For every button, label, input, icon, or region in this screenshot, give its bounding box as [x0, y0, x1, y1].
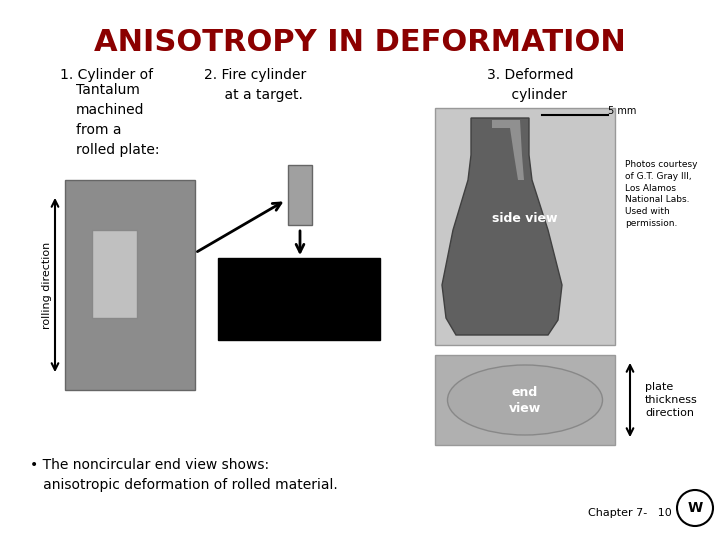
Text: 3. Deformed
    cylinder: 3. Deformed cylinder: [487, 68, 573, 102]
Text: Chapter 7-   10: Chapter 7- 10: [588, 508, 672, 518]
Bar: [435, 355, 615, 445]
Text: W: W: [688, 501, 703, 515]
Text: side view: side view: [492, 212, 558, 225]
Bar: [435, 108, 615, 345]
Polygon shape: [492, 120, 524, 180]
Text: 2. Fire cylinder
    at a target.: 2. Fire cylinder at a target.: [204, 68, 306, 102]
Text: • The noncircular end view shows:
   anisotropic deformation of rolled material.: • The noncircular end view shows: anisot…: [30, 458, 338, 491]
Bar: [218, 258, 380, 340]
Text: rolling direction: rolling direction: [42, 241, 52, 329]
Text: Photos courtesy
of G.T. Gray III,
Los Alamos
National Labs.
Used with
permission: Photos courtesy of G.T. Gray III, Los Al…: [625, 160, 698, 228]
Bar: [288, 165, 312, 225]
Text: 1. Cylinder of: 1. Cylinder of: [60, 68, 153, 82]
Circle shape: [677, 490, 713, 526]
Bar: [92, 230, 137, 318]
Polygon shape: [442, 118, 562, 335]
Ellipse shape: [448, 365, 603, 435]
Text: 5 mm: 5 mm: [608, 106, 636, 116]
Text: Tantalum
machined
from a
rolled plate:: Tantalum machined from a rolled plate:: [76, 83, 160, 157]
Text: plate
thickness
direction: plate thickness direction: [645, 382, 698, 418]
Text: ANISOTROPY IN DEFORMATION: ANISOTROPY IN DEFORMATION: [94, 28, 626, 57]
Bar: [65, 180, 195, 390]
Text: end
view: end view: [509, 386, 541, 415]
